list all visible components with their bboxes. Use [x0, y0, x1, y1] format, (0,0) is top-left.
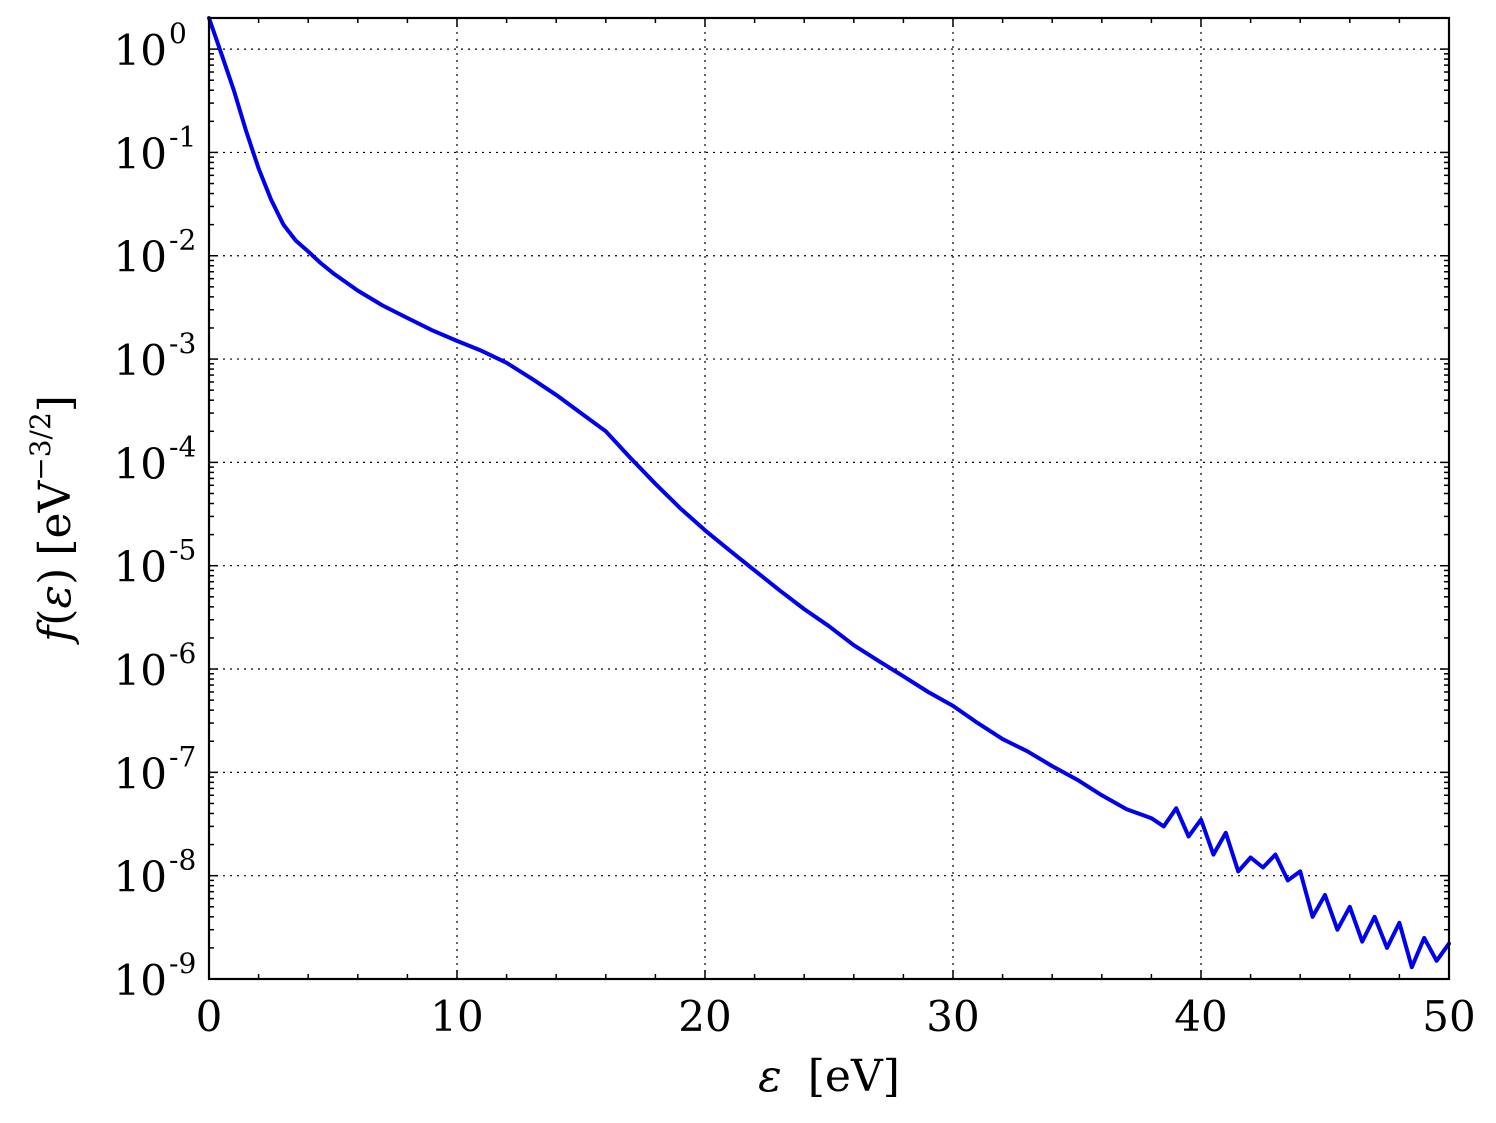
- y-axis-label-unit: eV: [30, 480, 81, 539]
- series-line-0: [207, 16, 1451, 970]
- y-tick-label: 10: [114, 956, 167, 1005]
- y-tick-exponent: -5: [169, 534, 196, 567]
- y-axis-label-close-bracket: ]: [30, 395, 81, 412]
- x-axis-label-var: ε: [758, 1051, 782, 1102]
- x-axis-label: ε [eV]: [758, 1051, 900, 1102]
- y-axis-label-var: ε: [30, 585, 81, 609]
- y-axis-label-open-paren: (: [30, 609, 81, 626]
- y-tick-label: 10: [114, 336, 167, 385]
- x-tick-label: 50: [1422, 992, 1475, 1041]
- y-tick-label: 10: [114, 543, 167, 592]
- y-tick-exponent: -4: [169, 430, 196, 463]
- x-axis-label-unit: [eV]: [808, 1051, 900, 1102]
- y-tick-label: 10: [114, 646, 167, 695]
- y-axis-label: f(ε)[eV−3/2]: [24, 395, 81, 645]
- y-tick-exponent: -7: [169, 740, 196, 773]
- y-tick-exponent: -1: [169, 120, 196, 153]
- y-tick-exponent: -3: [169, 327, 196, 360]
- plot-frame: [207, 16, 1451, 981]
- grid: [209, 18, 1449, 979]
- y-axis-label-open-bracket: [: [30, 539, 81, 556]
- y-tick-label: 10: [114, 26, 167, 75]
- series-layer: [207, 16, 1451, 970]
- x-tick-label: 30: [926, 992, 979, 1041]
- x-tick-label: 40: [1174, 992, 1227, 1041]
- x-tick-label: 20: [678, 992, 731, 1041]
- y-tick-exponent: -2: [169, 224, 196, 257]
- y-tick-exponent: -8: [169, 844, 196, 877]
- y-tick-exponent: -9: [169, 947, 196, 980]
- y-tick-exponent: 0: [169, 17, 187, 50]
- y-tick-label: 10: [114, 439, 167, 488]
- y-axis-label-close-paren: ): [30, 568, 81, 585]
- x-tick-label: 10: [430, 992, 483, 1041]
- y-tick-label: 10: [114, 129, 167, 178]
- axis-ticks: [208, 17, 1450, 980]
- x-tick-label: 0: [196, 992, 223, 1041]
- y-tick-exponent: -6: [169, 637, 196, 670]
- y-axis-label-exp: −3/2: [24, 412, 57, 481]
- y-tick-label: 10: [114, 749, 167, 798]
- y-tick-label: 10: [114, 853, 167, 902]
- y-tick-label: 10: [114, 233, 167, 282]
